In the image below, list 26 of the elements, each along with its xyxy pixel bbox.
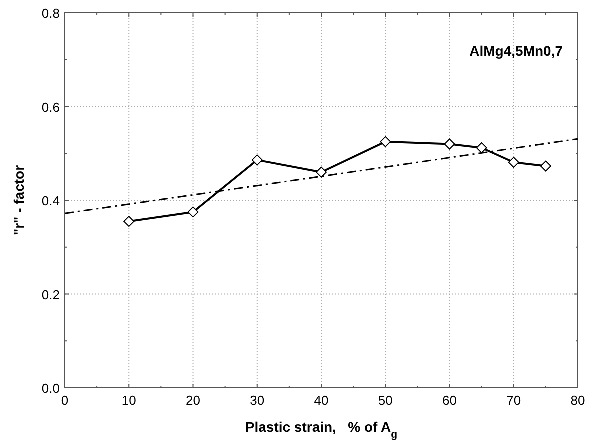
y-tick-label: 0.6 bbox=[42, 100, 60, 115]
point bbox=[444, 138, 456, 150]
y-tick-label: 0.4 bbox=[42, 194, 60, 208]
point bbox=[380, 136, 392, 148]
point bbox=[476, 142, 488, 154]
x-axis-title: Plastic strain, % of A$_{g}$ bbox=[245, 419, 398, 441]
x-tick-label: 60 bbox=[442, 393, 457, 408]
x-tick-label: 80 bbox=[570, 393, 586, 408]
point bbox=[124, 216, 135, 228]
y-tick-label: 0.2 bbox=[42, 287, 60, 302]
y-axis-title: "r" - factor bbox=[11, 164, 27, 236]
annotation: AlMg4,5Mn0,7 bbox=[470, 43, 564, 59]
point bbox=[188, 206, 199, 218]
x-tick-label: 50 bbox=[378, 393, 393, 408]
x-tick-label: 40 bbox=[314, 393, 329, 408]
x-tick-label: 20 bbox=[186, 393, 200, 408]
x-tick-label: 70 bbox=[506, 393, 522, 408]
x-tick-label: 30 bbox=[250, 393, 265, 408]
point bbox=[508, 157, 520, 168]
point bbox=[252, 154, 263, 166]
x-tick-label: 10 bbox=[122, 393, 136, 408]
x-tick-label: 0 bbox=[61, 393, 69, 408]
point bbox=[316, 166, 327, 178]
y-tick-label: 0.0 bbox=[42, 381, 60, 396]
point bbox=[540, 160, 552, 172]
y-tick-label: 0.8 bbox=[42, 6, 60, 21]
